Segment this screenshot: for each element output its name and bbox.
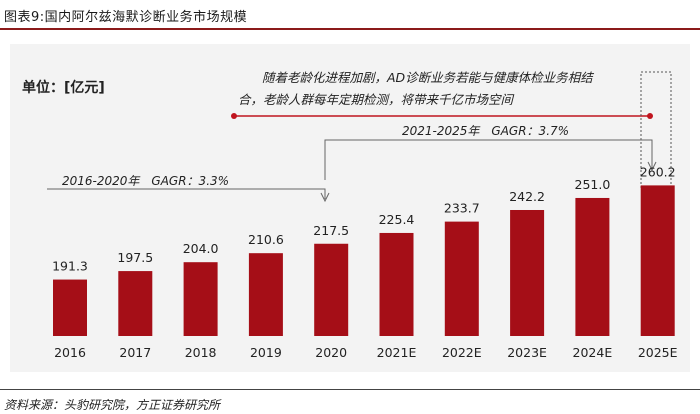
bar-2022E <box>444 221 479 336</box>
tick-label-2023E: 2023E <box>507 345 547 360</box>
value-label-2022E: 233.7 <box>444 201 480 216</box>
figure-title: 图表9:国内阿尔兹海默诊断业务市场规模 <box>4 10 248 25</box>
note-dot-left <box>231 113 237 119</box>
value-label-2019: 210.6 <box>248 232 284 247</box>
bar-2017 <box>118 271 153 336</box>
value-label-2017: 197.5 <box>117 250 153 265</box>
cagr-2021-2025: 2021-2025年 GAGR：3.7% <box>402 124 569 138</box>
note-line-2: 合，老龄人群每年定期检测，将带来千亿市场空间 <box>238 92 515 107</box>
tick-label-2020: 2020 <box>315 345 347 360</box>
bar-2019 <box>248 253 283 336</box>
value-label-2018: 204.0 <box>183 241 219 256</box>
bar-2025E <box>640 185 675 336</box>
tick-label-2018: 2018 <box>185 345 217 360</box>
value-label-2016: 191.3 <box>52 259 88 274</box>
value-label-2023E: 242.2 <box>509 189 545 204</box>
title-rule <box>0 28 700 30</box>
unit-label: 单位：[亿元] <box>22 79 105 96</box>
highlight-2025-box <box>640 71 672 191</box>
tick-label-2025E: 2025E <box>638 345 678 360</box>
tick-label-2022E: 2022E <box>442 345 482 360</box>
bar-2021E <box>379 232 414 336</box>
bar-2023E <box>510 209 545 336</box>
bar-2018 <box>183 262 218 336</box>
source-note: 资料来源：头豹研究院，方正证券研究所 <box>4 398 221 412</box>
bar-2016 <box>53 279 87 336</box>
tick-label-2019: 2019 <box>250 345 282 360</box>
cagr-2021-2025-arrow <box>647 161 657 172</box>
tick-label-2017: 2017 <box>119 345 151 360</box>
cagr-2016-2020: 2016-2020年 GAGR：3.3% <box>62 174 229 188</box>
tick-label-2016: 2016 <box>54 345 86 360</box>
tick-label-2024E: 2024E <box>573 345 613 360</box>
note-line-1: 随着老龄化进程加剧，AD诊断业务若能与健康体检业务相结 <box>262 70 594 85</box>
value-label-2020: 217.5 <box>313 223 349 238</box>
note-dot-right <box>647 113 653 119</box>
value-label-2021E: 225.4 <box>379 212 415 227</box>
source-rule <box>0 389 700 390</box>
value-label-2025E: 260.2 <box>640 164 676 179</box>
bar-2024E <box>575 197 610 336</box>
cagr-2016-2020-bracket <box>47 188 326 199</box>
cagr-2021-2025-bracket <box>324 139 653 180</box>
bar-2020 <box>314 243 349 336</box>
cagr-2016-2020-arrow <box>320 192 330 203</box>
value-label-2024E: 251.0 <box>575 177 611 192</box>
tick-label-2021E: 2021E <box>377 345 417 360</box>
